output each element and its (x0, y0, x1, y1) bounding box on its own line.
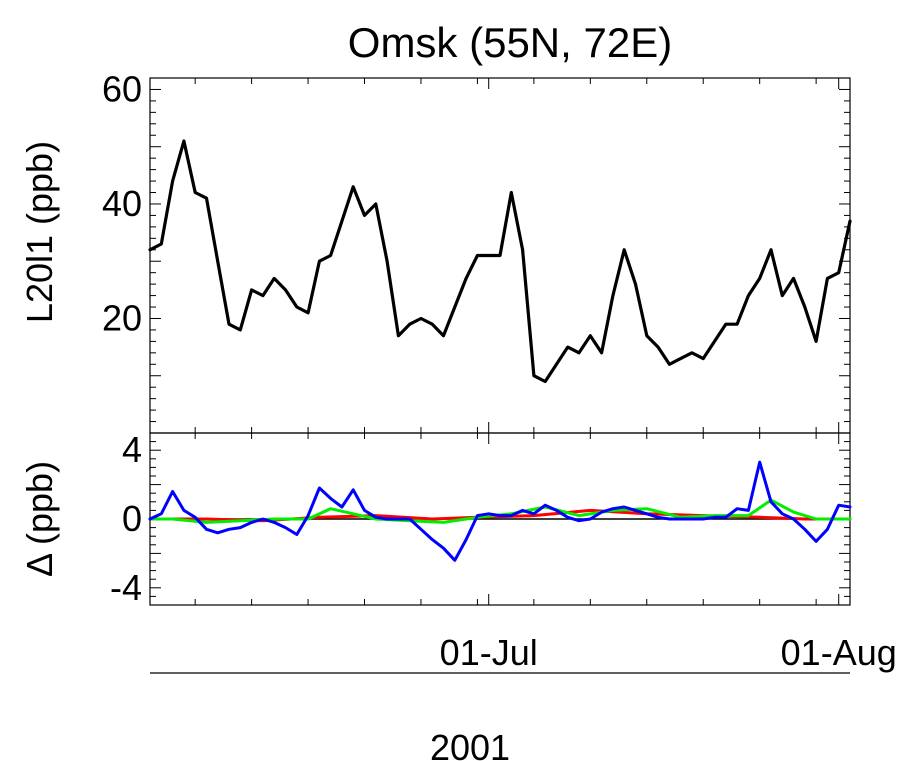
bottom-ylabel: Δ (ppb) (19, 461, 60, 577)
x-tick-label: 01-Aug (781, 632, 897, 673)
x-axis: 01-Jul 01-Aug 2001 (150, 632, 897, 761)
top-ytick-label: 60 (102, 68, 142, 109)
top-ytick-label: 20 (102, 297, 142, 338)
top-ytick-label: 40 (102, 183, 142, 224)
x-tick-label: 01-Jul (440, 632, 538, 673)
top-panel-series (148, 139, 852, 384)
bottom-ytick-label: 0 (122, 498, 142, 539)
bottom-series-line-2 (148, 460, 852, 562)
top-series-line-0 (148, 139, 852, 384)
x-tick-labels: 01-Jul 01-Aug (440, 632, 897, 673)
bottom-panel: -4 0 4 Δ (ppb) (19, 429, 852, 608)
bottom-ytick-label: -4 (110, 567, 142, 608)
bottom-panel-ticks: -4 0 4 (110, 429, 850, 608)
top-panel: 20 40 60 L20l1 (ppb) (19, 68, 852, 434)
top-panel-ticks: 20 40 60 (102, 68, 850, 434)
top-ylabel: L20l1 (ppb) (19, 141, 60, 323)
bottom-panel-series (148, 460, 852, 562)
x-axis-title: 2001 (430, 727, 510, 761)
chart-title: Omsk (55N, 72E) (348, 19, 672, 66)
bottom-ytick-label: 4 (122, 429, 142, 470)
